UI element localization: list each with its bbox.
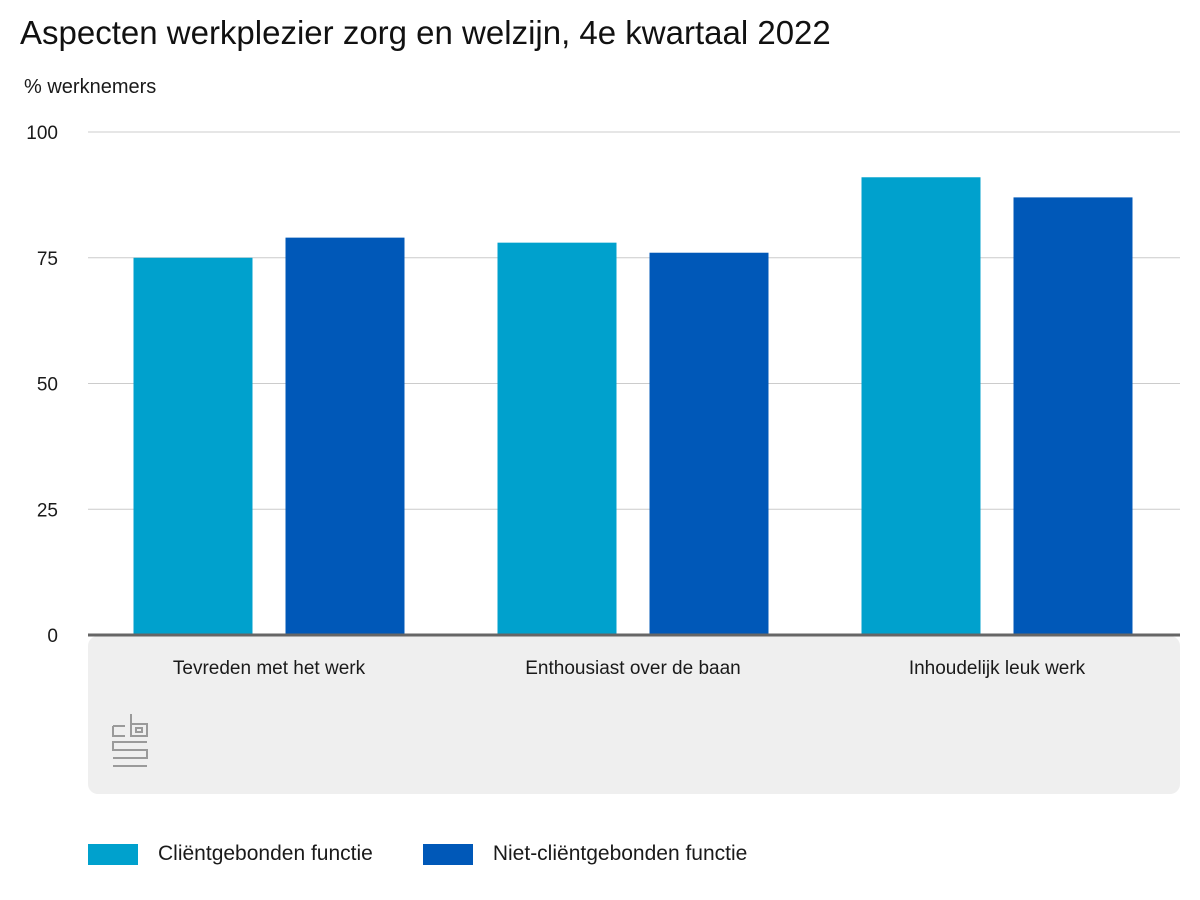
legend-swatch bbox=[88, 843, 138, 865]
y-tick-label: 100 bbox=[26, 123, 58, 144]
bar bbox=[285, 237, 405, 635]
y-tick-label: 75 bbox=[37, 249, 58, 270]
chart-title: Aspecten werkplezier zorg en welzijn, 4e… bbox=[20, 14, 831, 51]
legend-item-niet-clientgebonden: Niet-cliëntgebonden functie bbox=[422, 842, 748, 866]
legend-label: Cliëntgebonden functie bbox=[158, 842, 373, 865]
bar bbox=[861, 177, 981, 635]
bar bbox=[133, 257, 253, 635]
x-category-label: Inhoudelijk leuk werk bbox=[909, 658, 1086, 679]
legend-label: Niet-cliëntgebonden functie bbox=[492, 842, 748, 865]
y-tick-label: 0 bbox=[47, 626, 58, 647]
legend: Cliëntgebonden functie Niet-cliëntgebond… bbox=[88, 842, 797, 866]
category-labels: Tevreden met het werk Enthousiast over de… bbox=[173, 658, 1086, 679]
bar bbox=[649, 252, 769, 635]
bar bbox=[497, 242, 617, 635]
legend-swatch bbox=[422, 843, 473, 865]
x-category-label: Enthousiast over de baan bbox=[525, 658, 741, 679]
cbs-logo-icon bbox=[112, 714, 148, 767]
bars bbox=[133, 177, 1133, 635]
category-axis-panel bbox=[88, 636, 1180, 794]
gridlines: 0 25 50 75 100 bbox=[26, 123, 1180, 647]
y-tick-label: 50 bbox=[37, 375, 58, 396]
legend-item-clientgebonden: Cliëntgebonden functie bbox=[88, 842, 373, 866]
y-tick-label: 25 bbox=[37, 500, 58, 521]
bar bbox=[1013, 197, 1133, 635]
y-axis-unit-label: % werknemers bbox=[24, 76, 157, 98]
x-category-label: Tevreden met het werk bbox=[173, 658, 366, 679]
